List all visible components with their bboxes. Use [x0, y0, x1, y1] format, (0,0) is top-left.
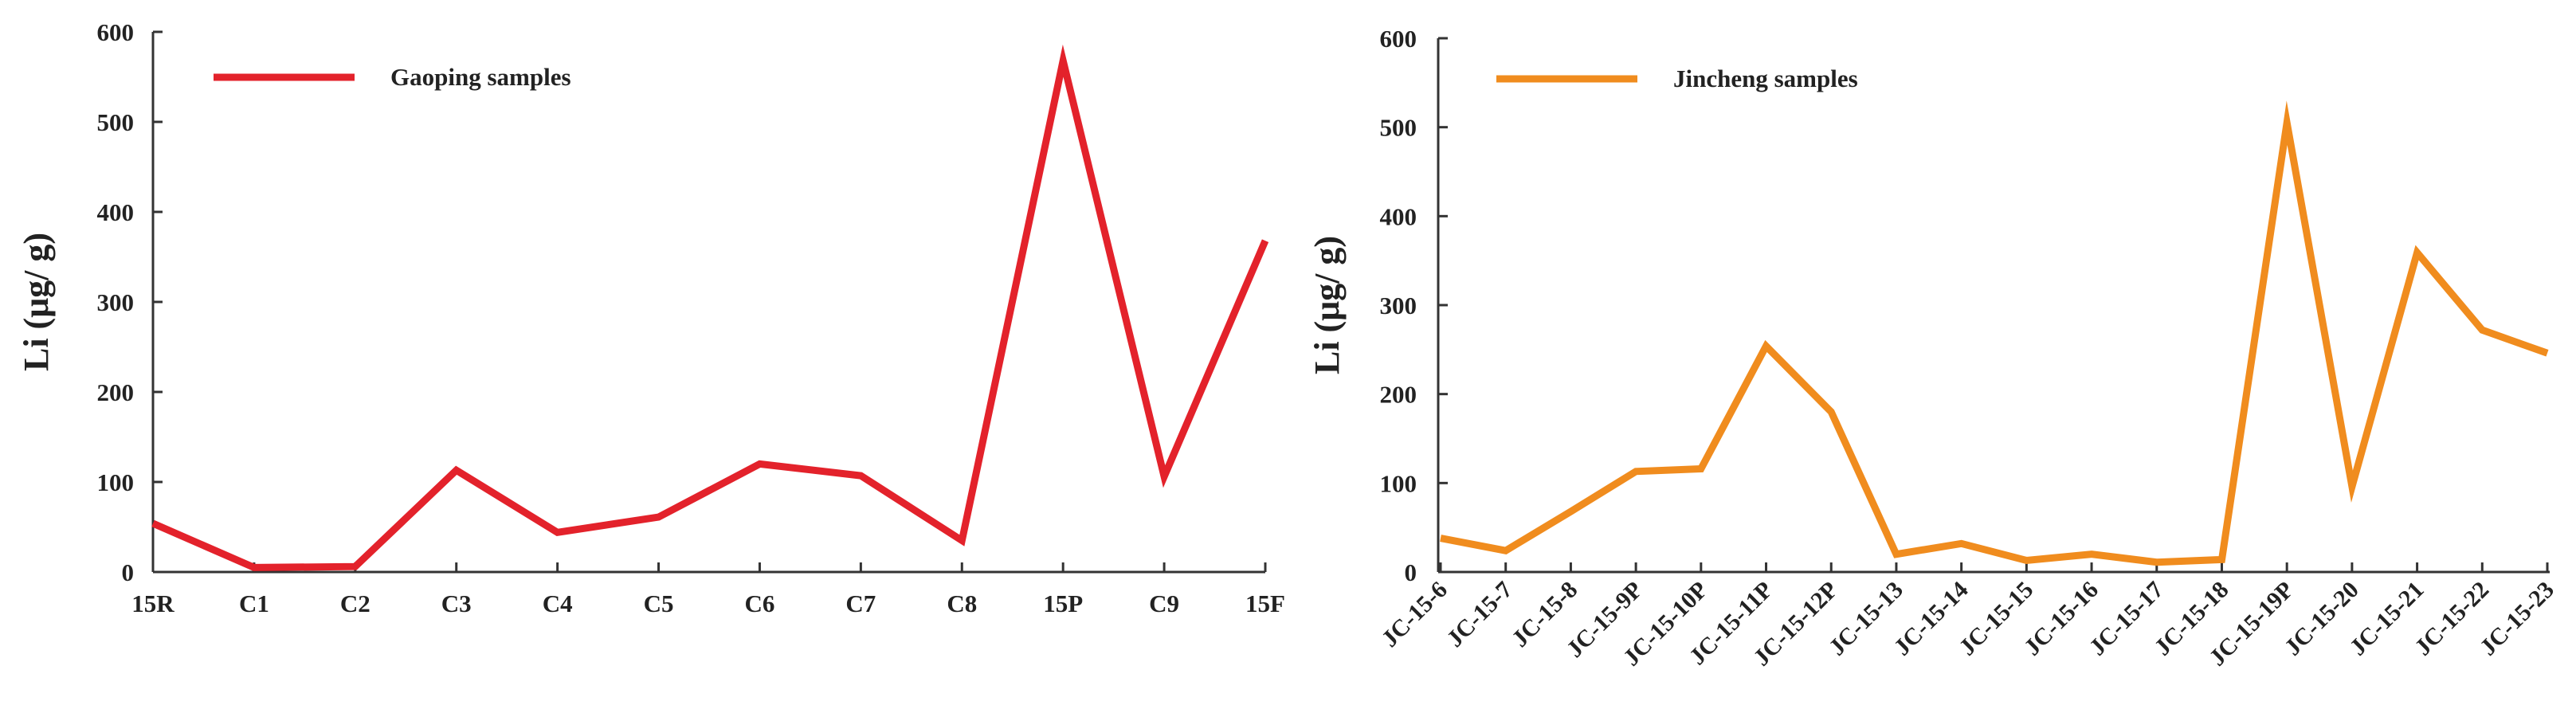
gaoping-x-tick-label: C7 [845, 590, 876, 617]
gaoping-y-tick-label: 500 [97, 108, 135, 136]
gaoping-y-tick-label: 200 [97, 378, 135, 406]
jincheng-legend-label: Jincheng samples [1673, 65, 1858, 92]
gaoping-chart: 0 100 200 300 400 500 600 15R C1 C2 C3 C4 C5 C6 C7 C8 15… [17, 18, 1285, 617]
jincheng-y-tick-label: 500 [1380, 114, 1417, 142]
jincheng-x-tick-label: JC-15-7 [1441, 577, 1517, 652]
jincheng-y-tick-label: 200 [1380, 381, 1417, 409]
jincheng-y-tick-label: 600 [1380, 25, 1417, 53]
jincheng-y-tick-label: 300 [1380, 292, 1417, 319]
gaoping-y-tick-label: 0 [122, 558, 135, 586]
gaoping-x-tick-label: 15F [1245, 590, 1285, 617]
gaoping-x-tick-label: C9 [1149, 590, 1179, 617]
gaoping-y-tick-label: 600 [97, 18, 135, 46]
jincheng-y-tick-label: 100 [1380, 469, 1417, 497]
jincheng-series-line [1440, 100, 2549, 566]
jincheng-y-tick-label: 0 [1405, 558, 1417, 586]
jincheng-chart: 0100200300400500600JC-15-6JC-15-7JC-15-8… [1308, 25, 2559, 671]
gaoping-x-tick-label: C2 [340, 590, 371, 617]
gaoping-x-tick-label: C4 [543, 590, 573, 617]
gaoping-y-tick-label: 100 [97, 468, 135, 496]
gaoping-y-tick-label: 400 [97, 198, 135, 226]
gaoping-x-tick-label: C6 [745, 590, 775, 617]
gaoping-x-tick-label: C5 [644, 590, 674, 617]
gaoping-x-tick-label: C3 [441, 590, 472, 617]
jincheng-x-tick-label: JC-15-6 [1377, 577, 1453, 652]
gaoping-y-tick-label: 300 [97, 288, 135, 316]
gaoping-x-tick-label: C1 [239, 590, 269, 617]
gaoping-x-tick-label: C8 [947, 590, 977, 617]
gaoping-x-tick-label: 15R [131, 590, 174, 617]
gaoping-legend-label: Gaoping samples [390, 63, 571, 91]
jincheng-y-tick-label: 400 [1380, 202, 1417, 230]
gaoping-x-tick-label: 15P [1043, 590, 1083, 617]
jincheng-y-axis-title: Li (μg/ g) [1308, 236, 1347, 374]
gaoping-series-line [151, 44, 1269, 571]
gaoping-y-axis-title: Li (μg/ g) [17, 233, 56, 371]
